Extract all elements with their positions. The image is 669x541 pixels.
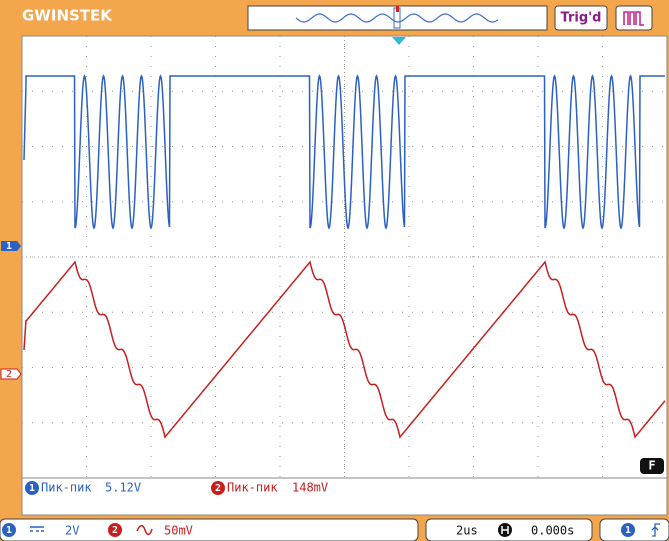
horizontal-icon-h — [501, 526, 509, 534]
meas2-channel: 2 — [215, 483, 221, 494]
trigger-slope-icon — [651, 523, 660, 537]
trigger-status: Trig'd — [561, 11, 602, 26]
dc-coupling-icon — [30, 526, 44, 532]
trigger-pos-marker — [396, 6, 399, 12]
run-icon — [623, 11, 644, 26]
ch1-marker-label: 1 — [6, 241, 12, 252]
timebase: 2us — [456, 524, 478, 538]
trigger-source: 1 — [625, 525, 631, 536]
ch2-marker — [0, 368, 22, 380]
ch2-waveform — [23, 260, 666, 439]
brand: GWINSTEK — [22, 7, 113, 25]
meas2-value: 148mV — [292, 481, 328, 495]
meas1-value: 5.12V — [105, 481, 141, 495]
trigger-source-badge — [621, 523, 635, 537]
meas1-badge — [25, 481, 39, 495]
meas1-channel: 1 — [29, 483, 35, 494]
trigger-marker — [392, 37, 406, 45]
status-ch2-badge — [108, 523, 122, 537]
meas2-label: Пик-пик — [227, 481, 278, 495]
memory-wave — [295, 13, 499, 23]
ch1-waveform — [23, 74, 665, 230]
function-marker: F — [648, 459, 655, 473]
meas2-badge — [211, 481, 225, 495]
trigger-status-box — [554, 5, 608, 31]
function-marker-box — [640, 458, 664, 474]
trigger-position: 0.000s — [531, 524, 574, 538]
ac-coupling-icon — [136, 524, 153, 536]
measurement-panel — [21, 477, 668, 516]
ch2-marker-label: 2 — [6, 369, 12, 380]
meas1-label: Пик-пик — [41, 481, 92, 495]
status-ch2-scale: 50mV — [164, 524, 193, 538]
status-ch1-scale: 2V — [65, 524, 79, 538]
ch1-marker — [1, 241, 21, 251]
status-ch1-badge — [2, 523, 16, 537]
channel-status-box — [0, 518, 419, 541]
status-ch2: 2 — [112, 525, 118, 536]
graticule — [22, 36, 667, 478]
status-ch1: 1 — [6, 525, 12, 536]
